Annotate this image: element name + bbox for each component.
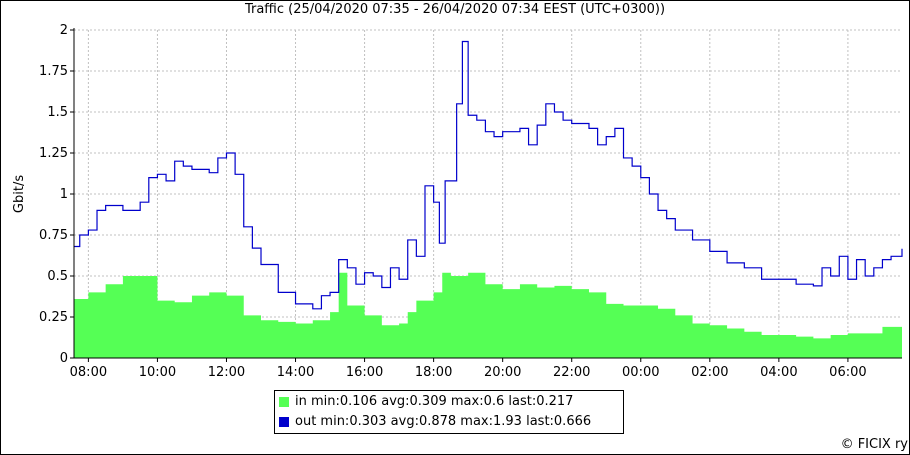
in-series-area: [74, 272, 902, 358]
credit-text: © FICIX ry: [840, 437, 908, 452]
legend-swatch-out: [279, 417, 289, 427]
y-tick-labels: 0 0.25 0.5 0.75 1 1.25 1.5 1.75 2: [39, 23, 68, 366]
chart-title: Traffic (25/04/2020 07:35 - 26/04/2020 0…: [244, 2, 665, 17]
y-tick-label: 1.25: [39, 146, 68, 161]
out-series-line-path: [74, 40, 903, 310]
legend-label-in: in min:0.106 avg:0.309 max:0.6 last:0.21…: [295, 394, 574, 409]
legend-item-out: out min:0.303 avg:0.878 max:1.93 last:0.…: [279, 412, 619, 432]
x-tick-label: 10:00: [139, 365, 176, 380]
legend-swatch-in: [279, 397, 289, 407]
x-tick-label: 08:00: [70, 365, 107, 380]
x-tick-label: 12:00: [208, 365, 245, 380]
out-series-line: [74, 40, 903, 310]
legend: in min:0.106 avg:0.309 max:0.6 last:0.21…: [274, 390, 624, 434]
axes: [70, 28, 902, 362]
y-tick-label: 1.5: [47, 105, 68, 120]
x-tick-label: 04:00: [760, 365, 797, 380]
x-tick-label: 06:00: [829, 365, 866, 380]
y-tick-label: 0.75: [39, 228, 68, 243]
y-tick-label: 0.25: [39, 310, 68, 325]
legend-item-in: in min:0.106 avg:0.309 max:0.6 last:0.21…: [279, 392, 619, 412]
x-tick-label: 18:00: [415, 365, 452, 380]
y-tick-label: 0: [60, 351, 68, 366]
x-tick-label: 02:00: [691, 365, 728, 380]
y-tick-label: 2: [60, 23, 68, 38]
x-tick-label: 16:00: [346, 365, 383, 380]
legend-label-out: out min:0.303 avg:0.878 max:1.93 last:0.…: [295, 414, 592, 429]
x-tick-label: 14:00: [277, 365, 314, 380]
y-tick-label: 1: [60, 187, 68, 202]
x-tick-label: 22:00: [553, 365, 590, 380]
y-axis-label: Gbit/s: [12, 175, 27, 213]
in-series-area-path: [74, 272, 902, 358]
x-tick-label: 00:00: [622, 365, 659, 380]
y-tick-label: 1.75: [39, 64, 68, 79]
x-tick-label: 20:00: [484, 365, 521, 380]
y-tick-label: 0.5: [47, 269, 68, 284]
x-tick-labels: 08:00 10:00 12:00 14:00 16:00 18:00 20:00 22:00…: [70, 365, 867, 380]
